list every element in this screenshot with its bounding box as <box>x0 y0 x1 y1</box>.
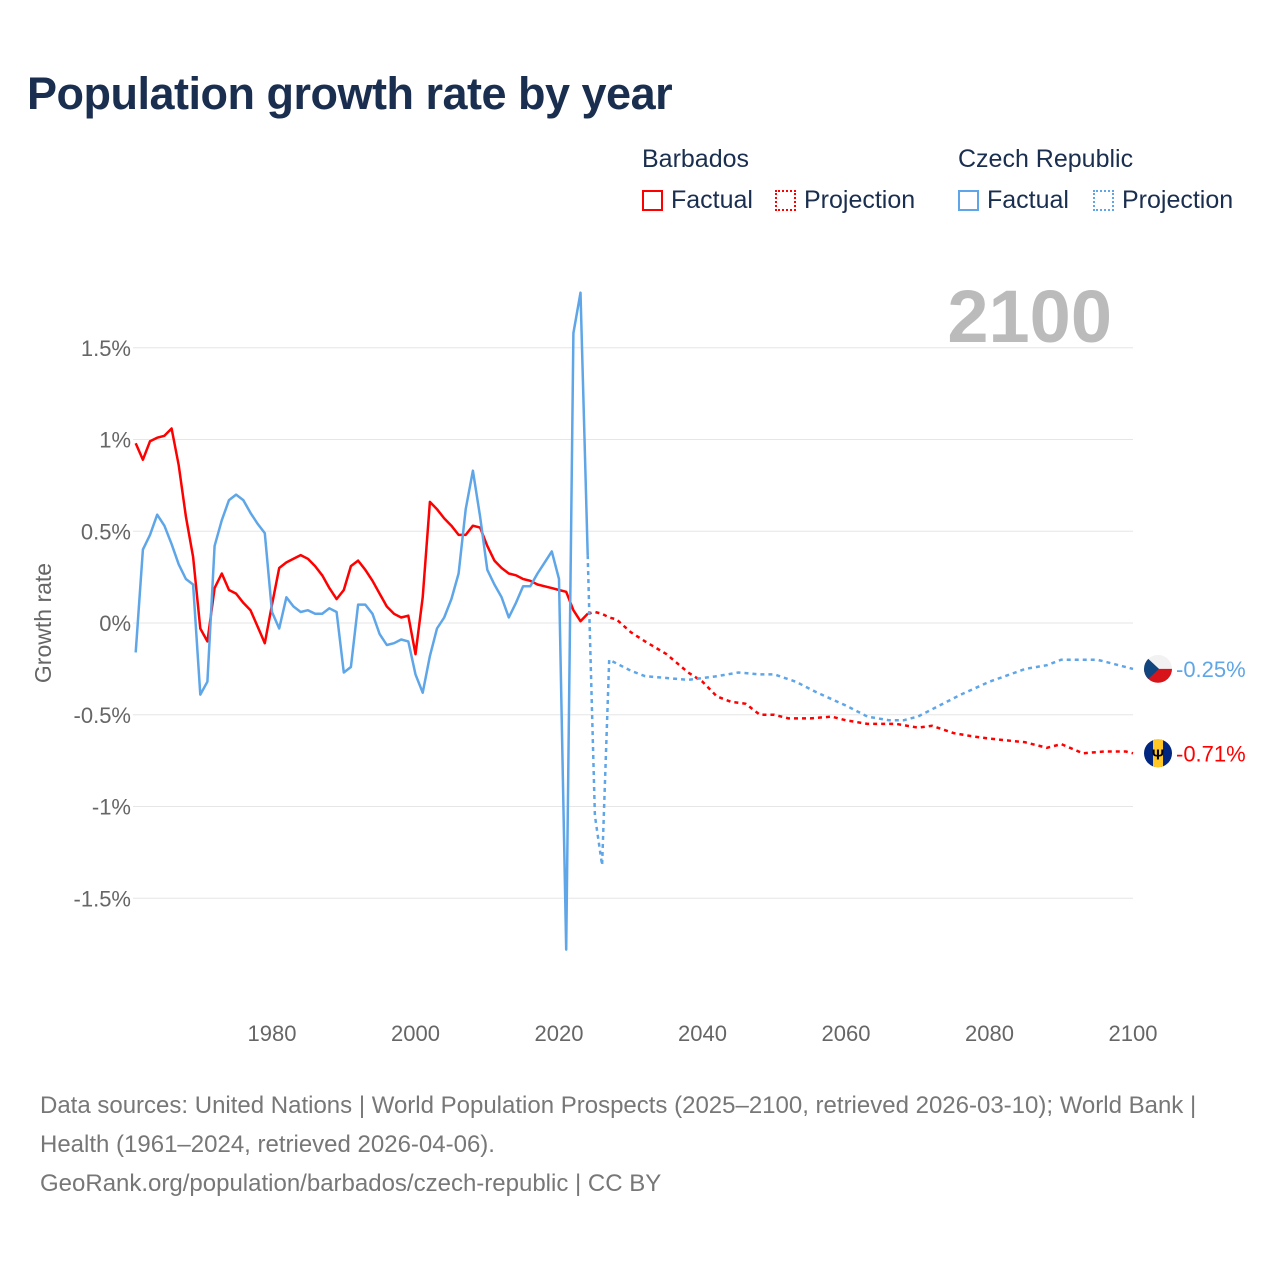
svg-text:Ψ: Ψ <box>1152 746 1164 763</box>
y-tick-label: -1% <box>92 795 131 820</box>
legend-item-barbados-projection[interactable]: Projection <box>775 186 915 215</box>
legend-label: Factual <box>671 186 753 214</box>
year-label: 2100 <box>947 275 1112 358</box>
legend-swatch-dotted <box>775 190 796 211</box>
legend-group-name: Czech Republic <box>958 145 1134 173</box>
credit-link[interactable]: GeoRank.org/population/barbados/czech-re… <box>40 1170 662 1197</box>
legend-swatch-solid <box>642 190 663 211</box>
y-tick-label: 0% <box>99 611 131 636</box>
y-tick-label: -0.5% <box>74 703 131 728</box>
y-tick-label: -1.5% <box>74 886 131 911</box>
barbados-flag-icon: Ψ <box>1144 739 1172 768</box>
x-tick-label: 2040 <box>678 1021 727 1046</box>
legend-label: Factual <box>987 186 1069 214</box>
legend-swatch-solid <box>958 190 979 211</box>
y-tick-label: 1.5% <box>81 336 131 361</box>
y-tick-label: 1% <box>99 428 131 453</box>
x-tick-label: 2080 <box>965 1021 1014 1046</box>
x-tick-label: 1980 <box>248 1021 297 1046</box>
y-tick-label: 0.5% <box>81 519 131 544</box>
x-tick-label: 2060 <box>822 1021 871 1046</box>
legend-label: Projection <box>804 186 916 214</box>
series-line-czech-republic-projection <box>586 555 1134 867</box>
legend-group-name: Barbados <box>642 145 750 173</box>
series-line-barbados-factual <box>134 427 589 656</box>
data-sources: Data sources: United Nations | World Pop… <box>40 1092 1197 1158</box>
legend-item-barbados-factual[interactable]: Factual <box>642 186 753 215</box>
legend-label: Projection <box>1122 186 1234 214</box>
series-line-barbados-projection <box>587 610 1134 755</box>
x-tick-label: 2100 <box>1109 1021 1158 1046</box>
footer: Data sources: United Nations | World Pop… <box>40 1086 1240 1203</box>
czech-republic-flag-icon <box>1144 654 1172 683</box>
end-value-label: -0.71% <box>1176 741 1246 766</box>
legend-item-czech-factual[interactable]: Factual <box>958 186 1069 215</box>
x-tick-label: 2020 <box>535 1021 584 1046</box>
chart-area: 1.5% 1% 0.5% 0% -0.5% -1% -1.5% 1980 2000 2020 204… <box>30 275 1246 1046</box>
y-axis-label: Growth rate <box>30 563 56 683</box>
x-tick-label: 2000 <box>391 1021 440 1046</box>
legend-swatch-dotted <box>1093 190 1114 211</box>
series-line-czech-republic-factual <box>134 291 589 951</box>
chart-title: Population growth rate by year <box>27 68 673 119</box>
legend-item-czech-projection[interactable]: Projection <box>1093 186 1233 215</box>
end-value-label: -0.25% <box>1176 657 1246 682</box>
